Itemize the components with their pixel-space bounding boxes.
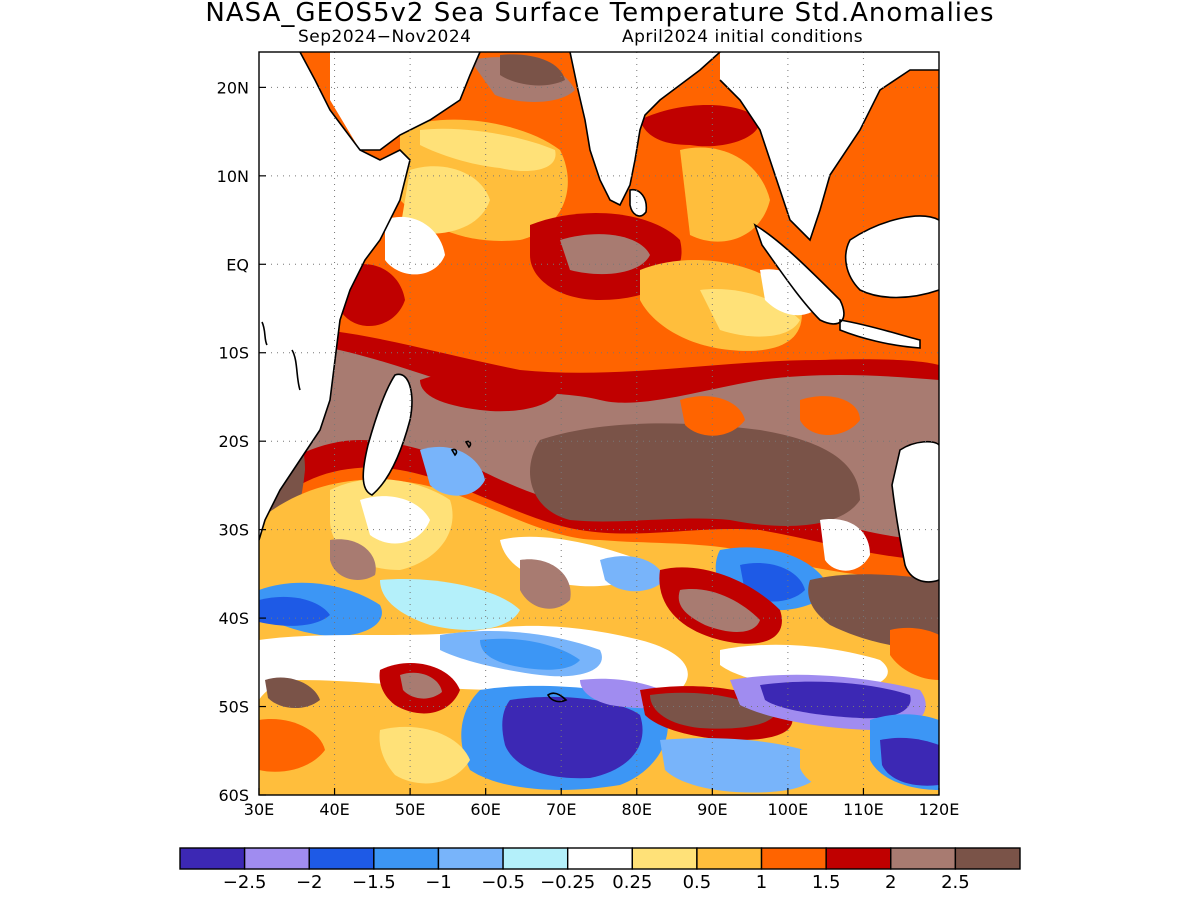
colorbar-label: 0.5	[683, 872, 712, 893]
lon-tick-label: 100E	[768, 800, 809, 819]
colorbar-swatch	[890, 847, 957, 870]
lat-tick-label: 20S	[218, 432, 249, 451]
lat-tick-label: 50S	[218, 698, 249, 717]
colorbar-label: 1	[756, 872, 767, 893]
map-title: NASA_GEOS5v2 Sea Surface Temperature Std…	[205, 0, 995, 28]
colorbar-swatch	[243, 847, 310, 870]
lon-tick-label: 60E	[470, 800, 500, 819]
colorbar-label: 0.25	[612, 872, 652, 893]
initial-conditions: April2024 initial conditions	[622, 27, 864, 47]
lon-tick-label: 50E	[395, 800, 425, 819]
colorbar-label: 1.5	[812, 872, 841, 893]
lon-tick-label: 120E	[919, 800, 960, 819]
colorbar-swatch	[631, 847, 698, 870]
colorbar-swatch	[825, 847, 892, 870]
lat-tick-label: 10S	[218, 344, 249, 363]
lon-tick-label: 110E	[843, 800, 884, 819]
colorbar-label: −1.5	[352, 872, 396, 893]
lat-tick-label: EQ	[226, 255, 249, 274]
colorbar-label: 2.5	[941, 872, 970, 893]
longitude-axis: 30E 40E 50E 60E 70E 80E 90E 100E 110E 120E	[244, 788, 960, 819]
lon-tick-label: 80E	[622, 800, 652, 819]
colorbar-swatch	[954, 847, 1021, 870]
lon-tick-label: 90E	[697, 800, 727, 819]
colorbar-swatch	[179, 847, 246, 870]
colorbar-swatch	[566, 847, 634, 870]
latitude-axis: 20N 10N EQ 10S 20S 30S 40S 50S 60S	[217, 78, 266, 805]
lon-tick-label: 40E	[319, 800, 349, 819]
colorbar-label: 2	[885, 872, 896, 893]
colorbar-label: −0.25	[540, 872, 595, 893]
colorbar-label: −2	[296, 872, 323, 893]
lat-tick-label: 20N	[217, 78, 249, 97]
lon-tick-label: 70E	[546, 800, 576, 819]
lat-tick-label: 60S	[218, 786, 249, 805]
colorbar: −2.5 −2 −1.5 −1 −0.5 −0.25 0.25 0.5 1 1.5 2 2.5	[179, 847, 1021, 893]
colorbar-swatch	[696, 847, 763, 870]
lat-tick-label: 40S	[218, 609, 249, 628]
colorbar-swatch	[373, 847, 440, 870]
forecast-period: Sep2024−Nov2024	[298, 27, 472, 47]
colorbar-label: −1	[425, 872, 452, 893]
colorbar-label: −0.5	[481, 872, 525, 893]
lon-tick-label: 30E	[244, 800, 274, 819]
colorbar-label: −2.5	[223, 872, 267, 893]
lat-tick-label: 10N	[217, 167, 249, 186]
anomaly-field	[259, 52, 939, 795]
colorbar-swatch	[308, 847, 375, 870]
colorbar-swatch	[437, 847, 504, 870]
colorbar-swatch	[760, 847, 827, 870]
map-frame	[258, 51, 940, 796]
lat-tick-label: 30S	[218, 521, 249, 540]
colorbar-swatch	[502, 847, 569, 870]
